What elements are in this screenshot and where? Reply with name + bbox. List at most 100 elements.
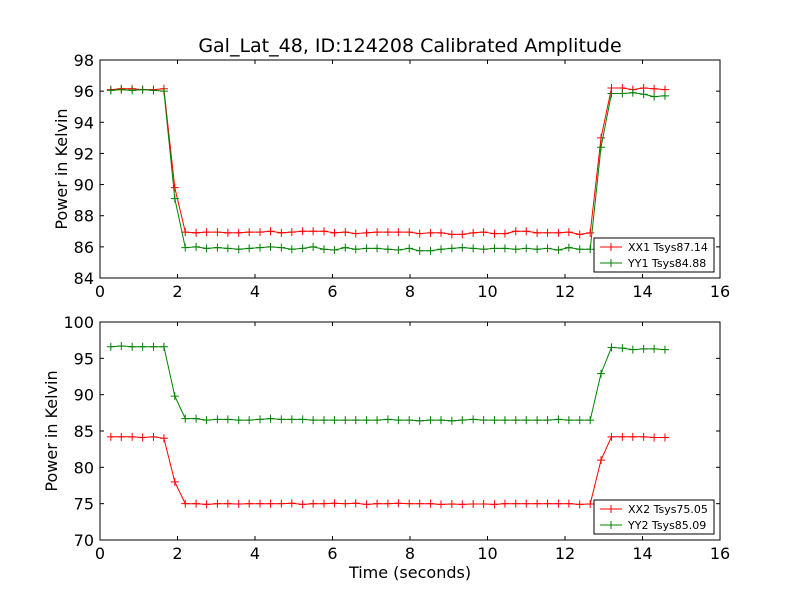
- data-point: [362, 244, 371, 253]
- data-point: [500, 416, 509, 425]
- data-point: [543, 228, 552, 237]
- data-point: [287, 415, 296, 424]
- data-point: [394, 499, 403, 508]
- data-point: [266, 499, 275, 508]
- data-point: [170, 477, 179, 486]
- x-tick-label: 4: [250, 544, 260, 563]
- data-point: [170, 194, 179, 203]
- y-tick-label: 94: [74, 113, 94, 132]
- data-point: [639, 432, 648, 441]
- data-point: [373, 499, 382, 508]
- data-point: [383, 228, 392, 237]
- data-point: [426, 499, 435, 508]
- legend-box: [593, 237, 715, 273]
- data-point: [159, 342, 168, 351]
- data-point: [202, 416, 211, 425]
- data-point: [650, 344, 659, 353]
- data-point: [181, 243, 190, 252]
- data-point: [202, 228, 211, 237]
- data-point: [415, 416, 424, 425]
- data-point: [234, 228, 243, 237]
- data-point: [405, 499, 414, 508]
- data-point: [469, 244, 478, 253]
- data-point: [159, 434, 168, 443]
- data-point: [138, 433, 147, 442]
- data-point: [309, 416, 318, 425]
- data-point: [500, 499, 509, 508]
- chart-panel-2: 0 2 4 6 8 10 12 14 16 70 75 80 85 90 95 100 Power in Kel…: [42, 313, 730, 582]
- x-tick-label: 10: [477, 282, 497, 301]
- data-point: [660, 345, 669, 354]
- x-tick-label: 10: [477, 544, 497, 563]
- data-point: [245, 416, 254, 425]
- data-point: [628, 432, 637, 441]
- data-point: [213, 243, 222, 252]
- data-point: [138, 342, 147, 351]
- data-point: [533, 416, 542, 425]
- data-point: [511, 227, 520, 236]
- data-point: [213, 228, 222, 237]
- data-point: [607, 343, 616, 352]
- data-point: [192, 242, 201, 251]
- data-point: [362, 500, 371, 509]
- data-point: [458, 230, 467, 239]
- data-point: [554, 228, 563, 237]
- data-point: [607, 89, 616, 98]
- data-point: [564, 416, 573, 425]
- legend-swatch-marker: [607, 521, 615, 529]
- data-point: [597, 143, 606, 152]
- data-point: [500, 244, 509, 253]
- data-point: [447, 244, 456, 253]
- data-point: [106, 86, 115, 95]
- data-point: [405, 228, 414, 237]
- data-point: [564, 499, 573, 508]
- y-tick-label: 70: [74, 531, 94, 550]
- x-tick-label: 8: [405, 282, 415, 301]
- y-tick-label: 88: [74, 207, 94, 226]
- data-point: [575, 416, 584, 425]
- data-point: [639, 344, 648, 353]
- data-point: [618, 344, 627, 353]
- data-point: [415, 499, 424, 508]
- data-point: [394, 416, 403, 425]
- data-point: [298, 227, 307, 236]
- y-tick-label: 80: [74, 458, 94, 477]
- data-point: [586, 500, 595, 509]
- data-point: [223, 415, 232, 424]
- data-point: [192, 499, 201, 508]
- data-point: [223, 499, 232, 508]
- legend: XX1 Tsys87.14 YY1 Tsys84.88: [593, 237, 715, 273]
- data-point: [351, 245, 360, 254]
- plot-frame: [99, 59, 721, 279]
- data-point: [330, 416, 339, 425]
- data-point: [522, 416, 531, 425]
- data-point: [181, 414, 190, 423]
- data-point: [223, 228, 232, 237]
- data-point: [149, 432, 158, 441]
- data-point: [213, 415, 222, 424]
- data-point: [639, 90, 648, 99]
- data-point: [298, 244, 307, 253]
- data-point: [660, 433, 669, 442]
- data-point: [426, 246, 435, 255]
- data-point: [554, 499, 563, 508]
- data-point: [597, 133, 606, 142]
- data-point: [330, 245, 339, 254]
- data-point: [277, 243, 286, 252]
- data-point: [522, 499, 531, 508]
- data-point: [490, 229, 499, 238]
- legend-box: [593, 499, 715, 535]
- data-point: [543, 244, 552, 253]
- data-point: [106, 432, 115, 441]
- x-tick-label: 2: [172, 282, 182, 301]
- data-point: [128, 86, 137, 95]
- data-point: [128, 432, 137, 441]
- data-point: [607, 432, 616, 441]
- data-point: [309, 499, 318, 508]
- x-tick-label: 12: [555, 282, 575, 301]
- legend-swatch-marker: [607, 243, 615, 251]
- data-point: [543, 416, 552, 425]
- x-tick-label: 8: [405, 544, 415, 563]
- data-point: [437, 245, 445, 254]
